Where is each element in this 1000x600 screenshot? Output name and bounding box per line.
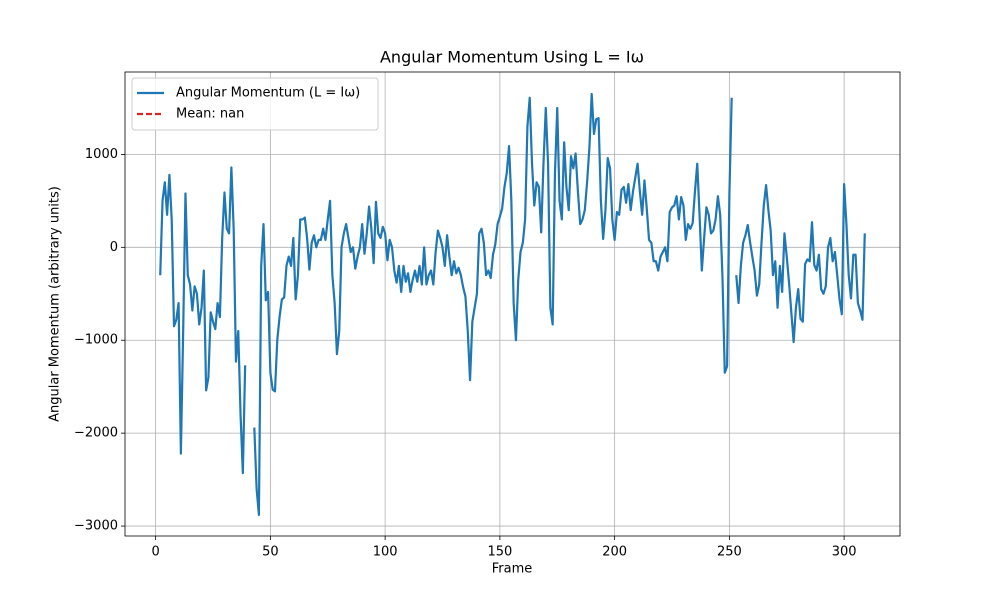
x-axis-label: Frame <box>492 562 533 577</box>
chart-title: Angular Momentum Using L = Iω <box>380 48 644 67</box>
legend-box <box>131 77 379 131</box>
y-tick-label: 0 <box>110 240 118 255</box>
x-tick-label: 200 <box>602 545 627 560</box>
x-tick-label: 150 <box>487 545 512 560</box>
y-tick-label: 1000 <box>85 147 118 162</box>
plot-frame <box>124 71 901 537</box>
legend-label: Angular Momentum (L = Iω) <box>176 86 360 101</box>
y-axis-label: Angular Momentum (arbitrary units) <box>48 186 63 422</box>
y-tick-label: −3000 <box>74 519 118 534</box>
x-tick-label: 100 <box>373 545 398 560</box>
x-tick-label: 250 <box>717 545 742 560</box>
y-tick-label: −2000 <box>74 426 118 441</box>
legend-label: Mean: nan <box>176 107 244 122</box>
x-tick-label: 300 <box>832 545 857 560</box>
data-line <box>159 92 866 517</box>
x-tick-label: 50 <box>262 545 279 560</box>
y-tick-label: −1000 <box>74 333 118 348</box>
x-tick-label: 0 <box>151 545 159 560</box>
